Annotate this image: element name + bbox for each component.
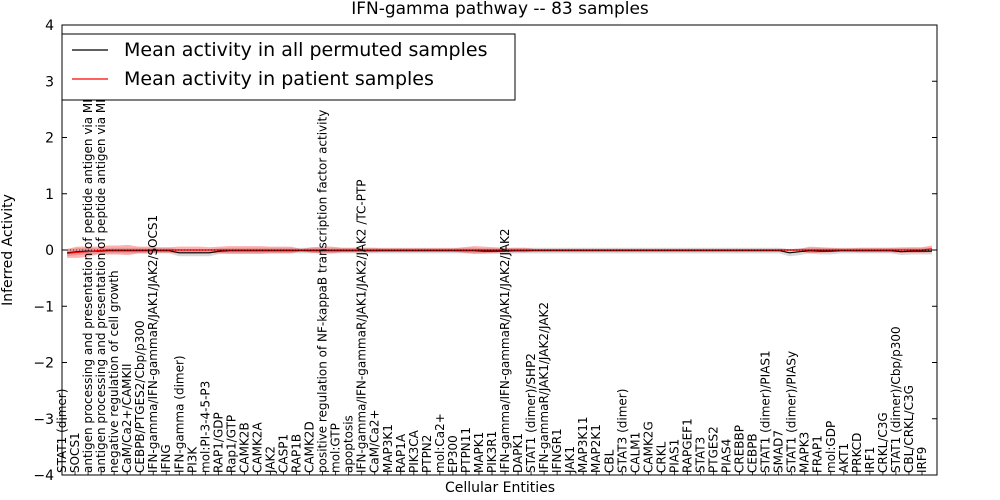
- category-label: IFN-gamma/IFN-gammaR/JAK1/JAK2/SOCS1: [146, 215, 160, 473]
- category-label: SOCS1: [68, 432, 82, 473]
- y-tick-label: 3: [45, 74, 54, 90]
- y-tick-label: −1: [33, 299, 54, 315]
- category-label: CAMK2D: [303, 421, 317, 473]
- category-label: CEBPB/PTGES2/Cbp/p300: [133, 320, 147, 473]
- y-tick-label: 2: [45, 131, 54, 147]
- category-label: PTPN11: [459, 427, 473, 473]
- y-tick-label: −2: [33, 356, 54, 372]
- y-tick-label: 0: [45, 243, 54, 259]
- category-label: CRKL: [654, 441, 668, 473]
- category-label: MAP3K11: [576, 416, 590, 473]
- category-label: antigen processing and presentation of p…: [81, 44, 95, 473]
- category-label: PIK3R1: [485, 431, 499, 473]
- category-label: PIAS1: [667, 439, 681, 473]
- category-label: IFN-gamma/IFN-gammaR/JAK1/JAK2/JAK2: [498, 228, 512, 473]
- y-tick-label: 1: [45, 187, 54, 203]
- category-label: mol:Ca2+: [433, 413, 447, 473]
- legend-label-permuted: Mean activity in all permuted samples: [124, 39, 487, 61]
- category-label: IRF9: [915, 447, 929, 473]
- y-axis: −4 −3 −2 −1 0 1 2 3 4: [33, 18, 937, 484]
- category-labels: STAT1 (dimer) SOCS1 antigen processing and…: [55, 41, 929, 475]
- category-label: MAPK1: [472, 432, 486, 473]
- x-axis-label: Cellular Entities: [445, 480, 555, 496]
- category-label: STAT1 (dimer)/Cbp/p300: [889, 326, 903, 473]
- category-label: STAT1 (dimer)/PIAS1: [759, 350, 773, 473]
- category-label: CaM/Ca2+: [368, 409, 382, 473]
- y-tick-label: −4: [33, 468, 54, 484]
- legend-frame: [61, 33, 516, 101]
- y-tick-label: −3: [33, 412, 54, 428]
- category-label: IFNG: [159, 444, 173, 473]
- chart-title: IFN-gamma pathway -- 83 samples: [351, 0, 649, 19]
- category-label: DAPK1: [511, 433, 525, 473]
- category-label: IFN-gammaR/JAK1/JAK2/JAK2: [537, 302, 551, 473]
- category-label: PTGES2: [707, 426, 721, 473]
- category-label: mol:GTP: [329, 423, 343, 473]
- category-label: CRKL/C3G: [876, 412, 890, 473]
- category-label: PTPN2: [420, 435, 434, 473]
- category-label: JAK1: [563, 446, 577, 474]
- y-axis-label: Inferred Activity: [0, 194, 16, 306]
- category-label: CaM/Ca2+/CAMKII: [120, 364, 134, 473]
- category-label: CAMK2A: [250, 422, 264, 473]
- category-label: FRAP1: [811, 435, 825, 473]
- category-label: RAPGEF1: [680, 418, 694, 473]
- series-line-permuted: [67, 249, 932, 254]
- category-label: negative regulation of cell growth: [107, 270, 121, 473]
- category-label: PRKCD: [850, 433, 864, 473]
- category-label: IFN-gamma (dimer): [172, 355, 186, 473]
- category-label: SMAD7: [772, 430, 786, 473]
- category-label: JAK2: [264, 446, 278, 474]
- category-label: apoptosis: [342, 415, 356, 473]
- category-label: RAP1A: [394, 433, 408, 473]
- category-label: mol:PI-3-4-5-P3: [198, 381, 212, 473]
- category-label: CBL: [602, 449, 616, 473]
- y-tick-label: 4: [45, 18, 54, 34]
- category-label: PIK3CA: [407, 429, 421, 473]
- category-label: STAT1 (dimer)/PIASy: [785, 351, 799, 473]
- category-label: CALM1: [628, 432, 642, 473]
- category-label: CAMK2G: [641, 421, 655, 473]
- legend-label-patient: Mean activity in patient samples: [124, 68, 434, 90]
- category-label: IFNGR1: [550, 428, 564, 473]
- category-label: CEBPB: [746, 433, 760, 473]
- lines-layer: [67, 248, 932, 254]
- category-label: IFN-gamma/IFN-gammaR/JAK1/JAK2/JAK2 /TC-…: [355, 179, 369, 473]
- category-label: Rap1/GTP: [224, 415, 238, 473]
- category-label: AKT1: [837, 443, 851, 473]
- category-label: CREBBP: [733, 425, 747, 473]
- category-label: antigen processing and presentation of p…: [94, 41, 108, 473]
- legend: Mean activity in all permuted samples Me…: [61, 33, 516, 101]
- category-label: CASP1: [277, 434, 291, 473]
- category-label: RAP1B: [290, 434, 304, 473]
- category-label: EP300: [446, 435, 460, 473]
- category-label: MAP2K1: [589, 424, 603, 473]
- category-label: CBL/CRKL/C3G: [902, 385, 916, 473]
- category-label: STAT3 (dimer): [615, 389, 629, 473]
- category-label: STAT1 (dimer)/SHP2: [524, 353, 538, 473]
- category-label: CAMK2B: [237, 422, 251, 473]
- category-label: PI3K: [185, 446, 199, 473]
- category-label: MAPK3: [798, 432, 812, 473]
- category-label: RAP1/GDP: [211, 412, 225, 473]
- category-label: STAT3: [694, 437, 708, 473]
- category-label: IRF1: [863, 447, 877, 473]
- category-label: positive regulation of NF-kappaB transcr…: [316, 110, 330, 473]
- category-label: PIAS4: [720, 439, 734, 473]
- category-label: mol:GDP: [824, 421, 838, 473]
- category-label: MAP3K1: [381, 424, 395, 473]
